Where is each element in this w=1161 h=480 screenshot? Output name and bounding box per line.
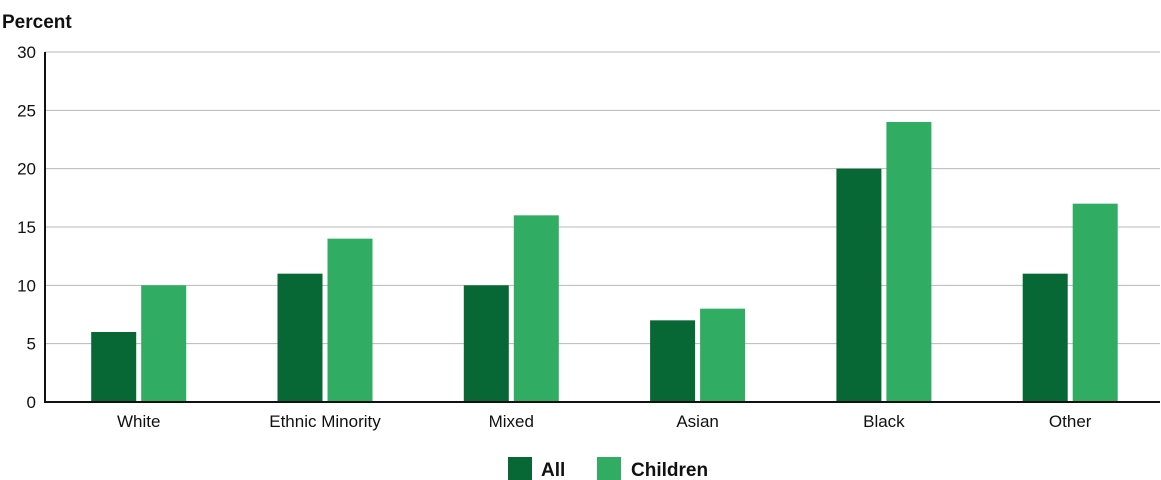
bar-children-ethnic-minority	[327, 238, 373, 402]
x-tick-label: Other	[1049, 412, 1092, 431]
y-tick-label: 0	[27, 393, 36, 412]
y-axis-label: Percent	[2, 12, 72, 33]
bar-all-black	[836, 168, 882, 402]
bar-children-other	[1072, 203, 1118, 402]
legend-swatch-children	[597, 457, 621, 480]
legend-swatch-all	[508, 457, 532, 480]
y-tick-label: 30	[17, 43, 36, 62]
y-tick-label: 10	[17, 276, 36, 295]
y-tick-label: 20	[17, 160, 36, 179]
bar-children-asian	[700, 308, 746, 402]
legend-label-all: All	[541, 460, 565, 480]
x-tick-label: Mixed	[489, 412, 534, 431]
bars	[91, 122, 1118, 402]
y-tick-label: 25	[17, 101, 36, 120]
x-tick-label: Asian	[676, 412, 719, 431]
bar-children-mixed	[513, 215, 559, 402]
bar-children-black	[886, 122, 932, 402]
bar-all-asian	[650, 320, 696, 402]
x-tick-label: White	[117, 412, 160, 431]
y-tick-label: 15	[17, 218, 36, 237]
bar-all-mixed	[463, 285, 509, 402]
legend: All Children	[508, 457, 708, 480]
x-tick-label: Black	[863, 412, 905, 431]
bar-all-ethnic-minority	[277, 273, 323, 402]
bar-all-white	[91, 332, 137, 402]
x-tick-label: Ethnic Minority	[269, 412, 381, 431]
bar-all-other	[1022, 273, 1068, 402]
legend-label-children: Children	[631, 460, 708, 480]
y-tick-label: 5	[27, 335, 36, 354]
gridlines	[45, 51, 1160, 345]
bar-children-white	[141, 285, 187, 402]
category-labels: White Ethnic Minority Mixed Asian Black Other	[117, 412, 1092, 431]
y-tick-labels: 0 5 10 15 20 25 30	[17, 43, 36, 412]
